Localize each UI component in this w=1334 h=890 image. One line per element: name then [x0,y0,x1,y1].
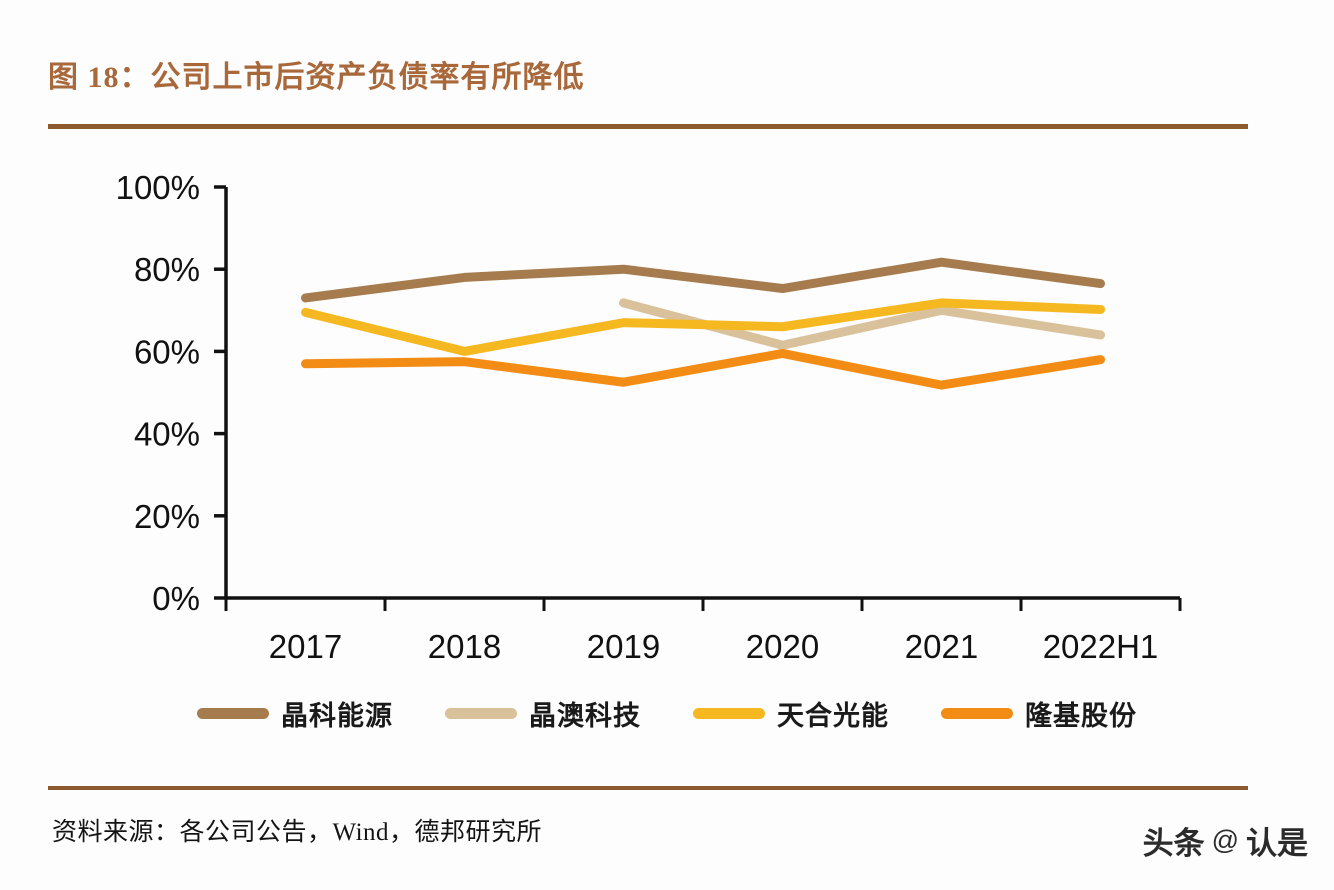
y-tick-label: 80% [134,251,200,288]
watermark-left-text: 头条 [1142,826,1205,861]
chart-container: 0% 20% 40% 60% 80% 100% 2017 2018 2019 2020 2021 2… [0,150,1334,680]
legend-label: 晶澳科技 [529,701,641,731]
legend-swatch-icon [941,708,1013,719]
chart-axes [214,185,1182,611]
y-axis-tick-labels: 0% 20% 40% 60% 80% 100% [116,169,200,617]
legend-swatch-icon [693,708,765,719]
source-note: 资料来源：各公司公告，Wind，德邦研究所 [52,819,543,846]
x-tick-label: 2021 [905,628,978,665]
chart-legend: 晶科能源 晶澳科技 天合光能 隆基股份 [0,694,1334,733]
series-line [301,257,1105,303]
figure-title-block: 图 18：公司上市后资产负债率有所降低 [48,58,1258,98]
legend-swatch-icon [197,708,269,719]
legend-label: 晶科能源 [281,701,393,731]
x-tick-label: 2020 [746,628,819,665]
y-tick-label: 20% [134,498,200,535]
series-line [301,298,1105,356]
legend-label: 天合光能 [777,701,889,731]
legend-label: 隆基股份 [1025,701,1137,731]
title-divider [48,124,1248,129]
series-line [301,348,1105,390]
y-tick-label: 40% [134,416,200,453]
watermark: 头条 @ 认是 [1143,818,1308,863]
legend-item[interactable]: 晶科能源 [197,694,393,733]
legend-item[interactable]: 天合光能 [693,694,889,733]
footer-divider [48,786,1248,790]
page-title: 图 18：公司上市后资产负债率有所降低 [48,61,585,94]
x-tick-label: 2022H1 [1043,628,1159,665]
x-axis-tick-labels: 2017 2018 2019 2020 2021 2022H1 [269,628,1159,665]
y-tick-label: 0% [152,580,200,617]
y-tick-label: 100% [116,169,200,206]
legend-item[interactable]: 晶澳科技 [445,694,641,733]
at-icon: @ [1211,825,1239,855]
x-tick-label: 2017 [269,628,342,665]
x-tick-label: 2019 [587,628,660,665]
line-chart: 0%20%40%60%80%100% 2017 2018 2019 2020 2021 2… [116,169,1182,665]
y-tick-label: 60% [134,333,200,370]
legend-item[interactable]: 隆基股份 [941,694,1137,733]
x-tick-label: 2018 [428,628,501,665]
legend-swatch-icon [445,708,517,719]
watermark-right-text: 认是 [1246,826,1308,861]
chart-series-group [301,257,1105,390]
